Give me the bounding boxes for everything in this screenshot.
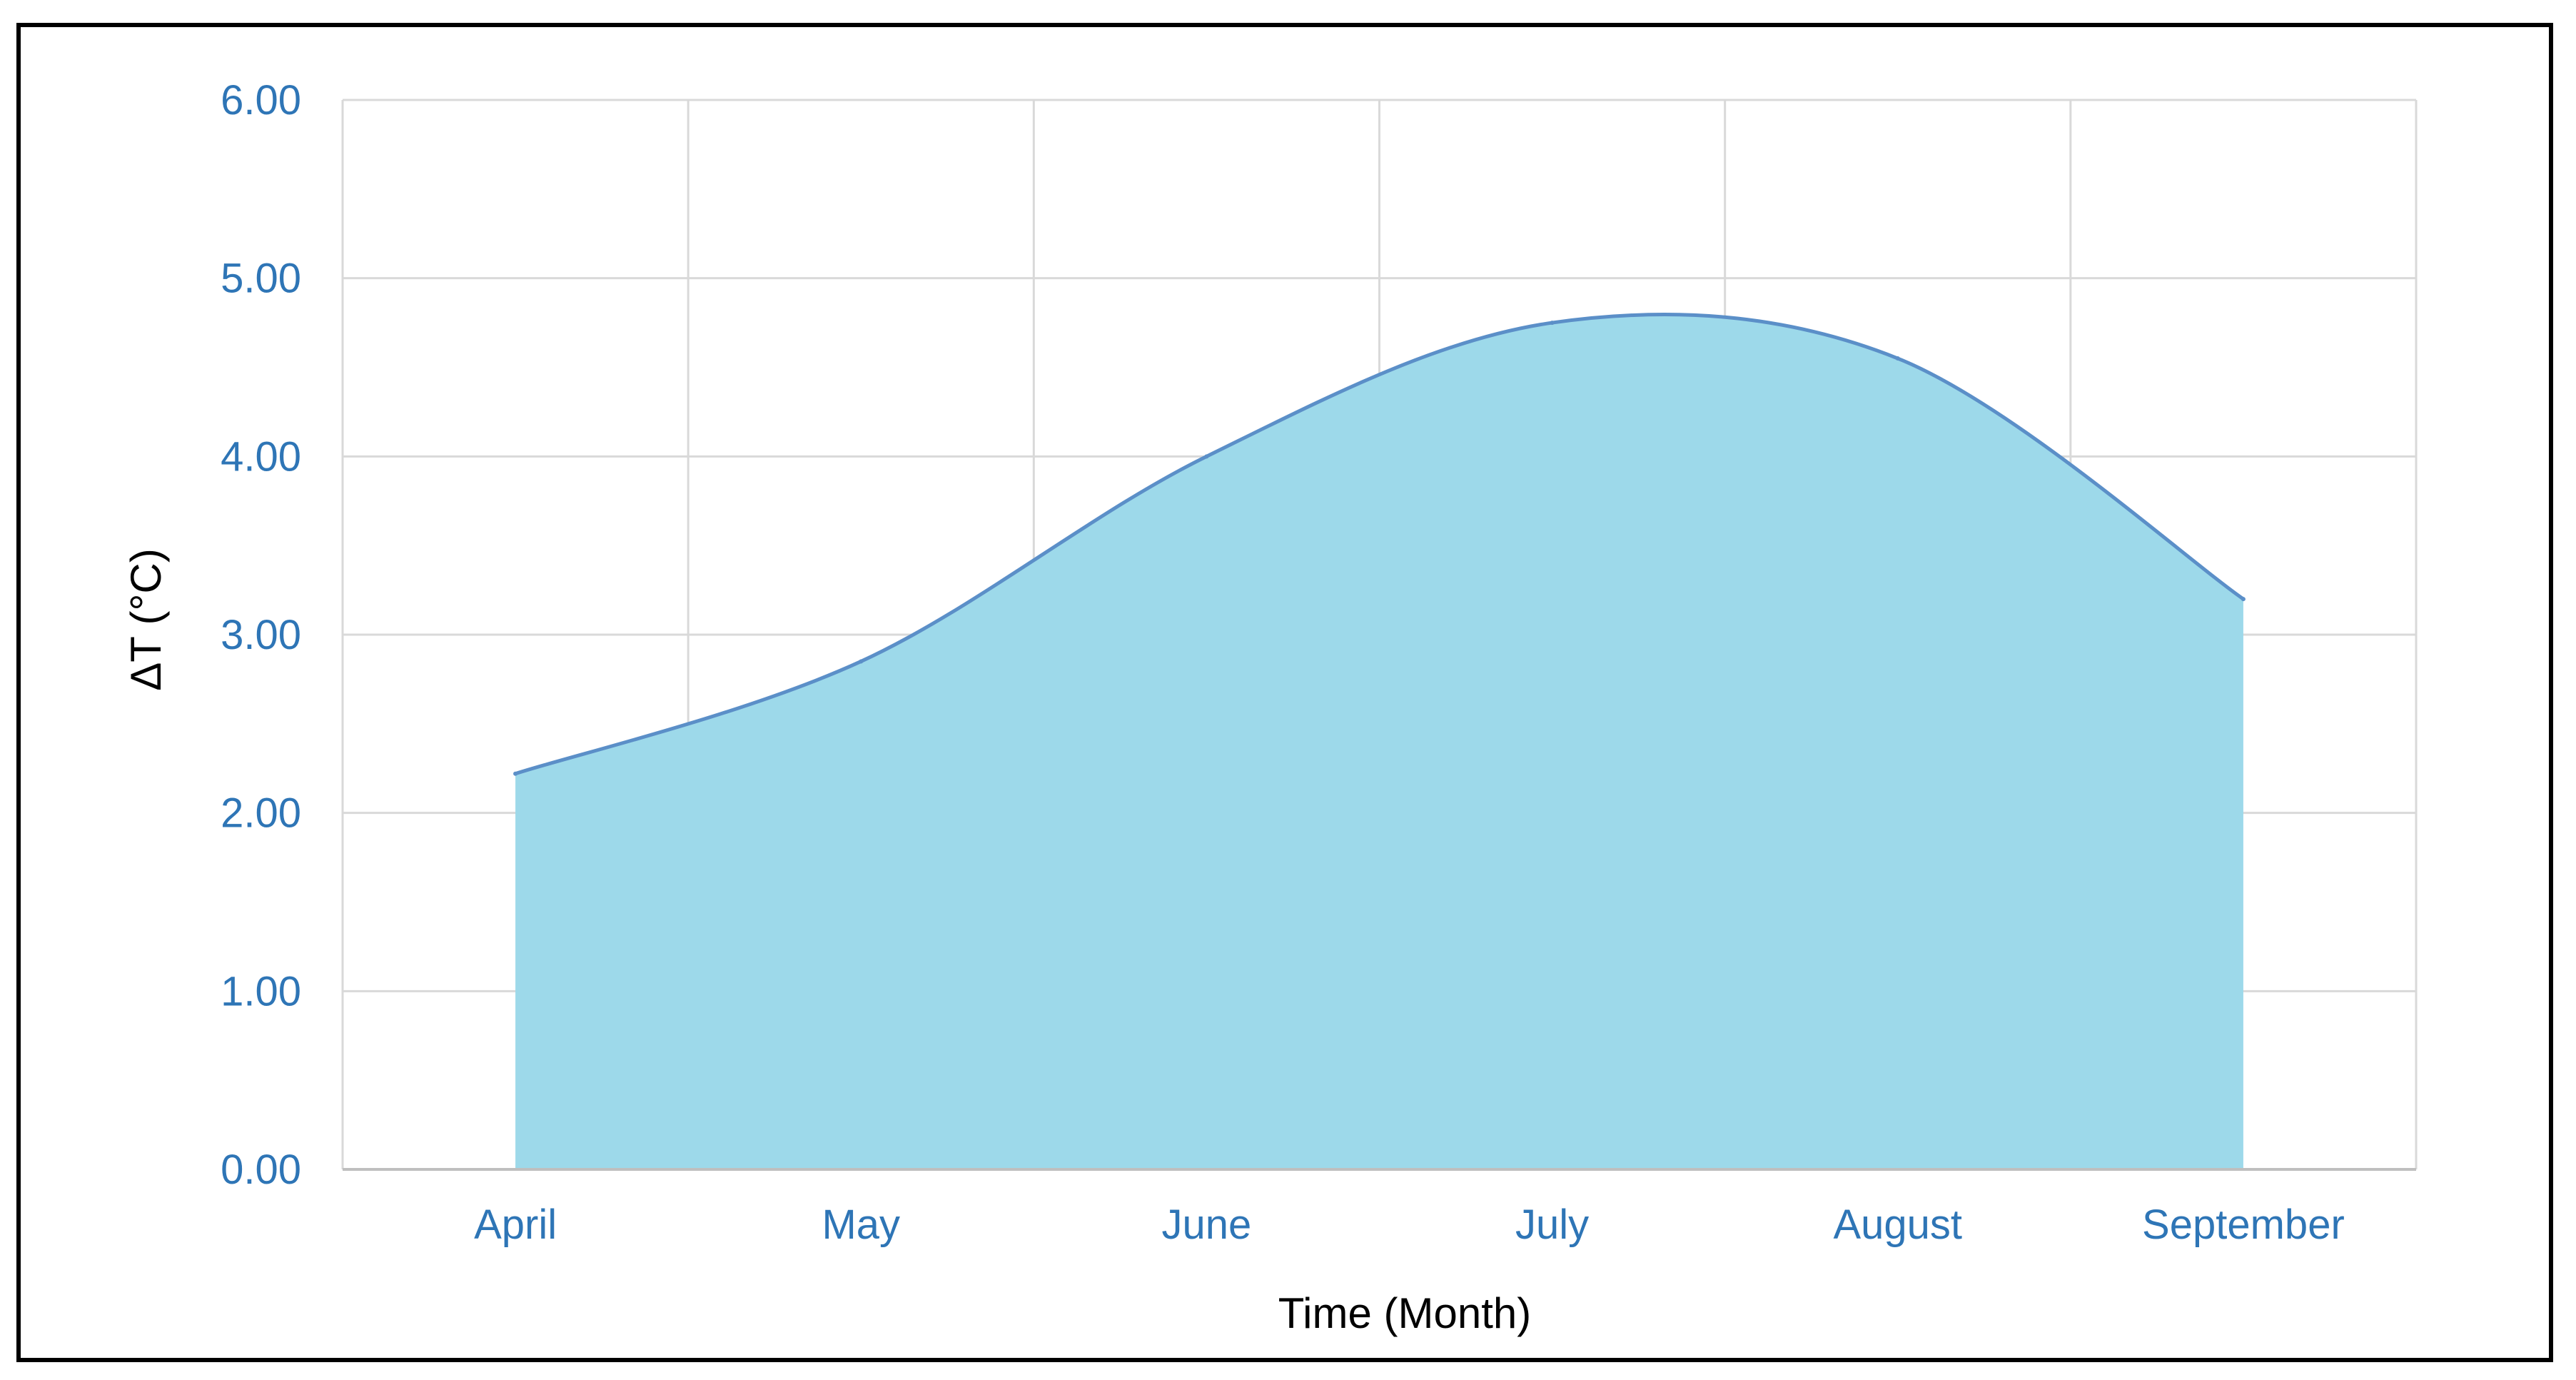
data-point-july <box>1550 321 1555 326</box>
data-point-april <box>513 771 518 776</box>
data-point-may <box>859 659 864 664</box>
y-tick-label: 4.00 <box>221 433 301 480</box>
x-tick-labels: April May June July August September <box>474 1202 2345 1248</box>
data-point-august <box>1895 356 1900 361</box>
area-series <box>513 313 2246 1169</box>
x-tick-label: May <box>822 1202 900 1248</box>
area-fill <box>515 314 2243 1169</box>
x-tick-label: July <box>1515 1202 1589 1248</box>
y-axis-title: ΔT (°C) <box>122 548 170 691</box>
y-tick-label: 3.00 <box>221 612 301 658</box>
y-tick-label: 0.00 <box>221 1147 301 1193</box>
y-tick-labels: 0.00 1.00 2.00 3.00 4.00 5.00 6.00 <box>221 77 301 1193</box>
x-tick-label: April <box>474 1202 557 1248</box>
data-point-september <box>2241 597 2246 602</box>
y-tick-label: 6.00 <box>221 77 301 124</box>
y-tick-label: 2.00 <box>221 790 301 837</box>
y-tick-label: 5.00 <box>221 256 301 302</box>
series-line <box>515 313 2245 776</box>
x-axis-title: Time (Month) <box>1278 1289 1532 1337</box>
data-point-june <box>1204 454 1209 459</box>
y-tick-label: 1.00 <box>221 968 301 1014</box>
x-tick-label: September <box>2142 1202 2345 1248</box>
x-tick-label: June <box>1162 1202 1252 1248</box>
x-tick-label: August <box>1833 1202 1962 1248</box>
